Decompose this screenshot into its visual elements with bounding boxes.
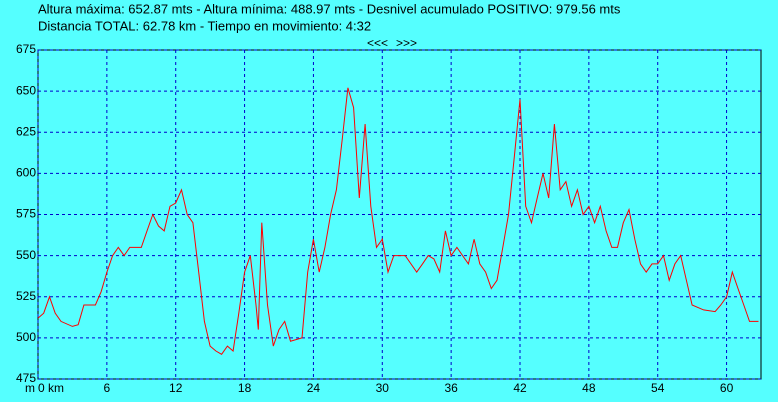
elevation-line [37, 87, 759, 355]
header-line-2: Distancia TOTAL: 62.78 km - Tiempo en mo… [38, 18, 371, 33]
x-tick-label: 6 [104, 381, 111, 395]
y-tick-label: 600 [16, 166, 36, 180]
y-tick-label: 475 [16, 371, 36, 385]
x-tick-label: 42 [513, 381, 527, 395]
x-tick-label: 24 [307, 381, 321, 395]
prev-button[interactable]: <<< [367, 36, 388, 50]
y-tick-label: 550 [16, 248, 36, 262]
y-tick-label: 500 [16, 330, 36, 344]
x-tick-label: 48 [582, 381, 596, 395]
next-button[interactable]: >>> [396, 36, 417, 50]
header-line-1: Altura máxima: 652.87 mts - Altura mínim… [38, 1, 621, 16]
x-tick-label: 30 [376, 381, 390, 395]
x-tick-label: 0 km [38, 381, 64, 395]
x-tick-label: 18 [238, 381, 252, 395]
y-tick-label: 675 [16, 42, 36, 56]
y-tick-label: 650 [16, 83, 36, 97]
x-tick-label: 36 [444, 381, 458, 395]
y-tick-label: 625 [16, 124, 36, 138]
y-tick-label: 525 [16, 289, 36, 303]
x-tick-label: 60 [720, 381, 734, 395]
x-tick-label: 12 [169, 381, 183, 395]
x-tick-label: 54 [651, 381, 665, 395]
y-axis-label: m [25, 381, 35, 395]
y-tick-label: 575 [16, 207, 36, 221]
